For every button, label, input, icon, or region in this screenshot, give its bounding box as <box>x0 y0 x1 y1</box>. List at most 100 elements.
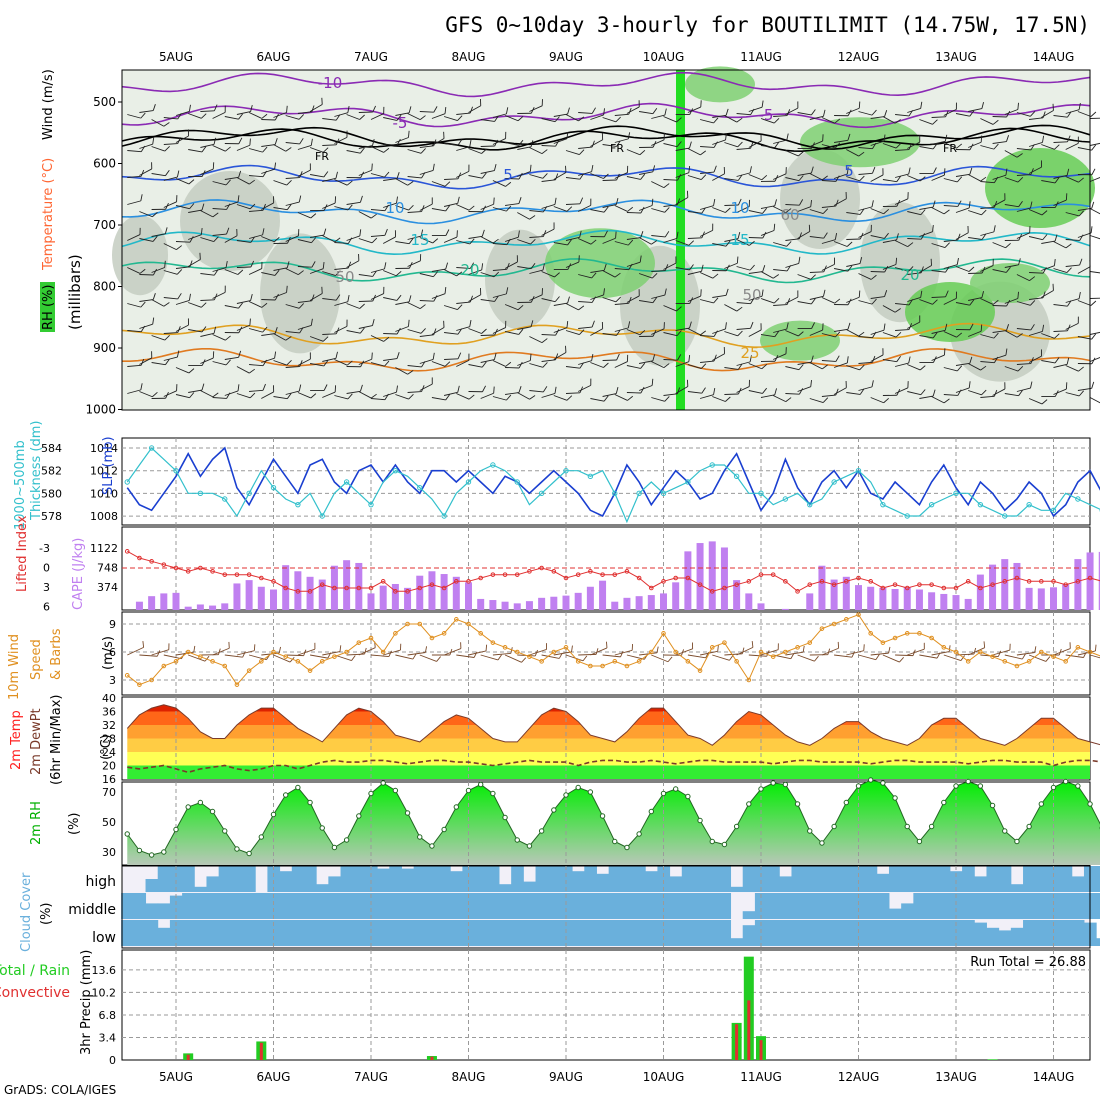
wind-barb-flag <box>201 203 205 211</box>
wind-barb-shaft <box>249 364 264 367</box>
wind-barb-flag <box>969 356 973 364</box>
wind10-speed-point <box>807 640 813 645</box>
wind-barb <box>395 178 414 186</box>
wind-barb-shaft <box>1089 397 1100 405</box>
lifted-index-tick-label: 0 <box>43 562 50 575</box>
wind-barb-shaft <box>773 115 788 117</box>
wind-barb-shaft <box>322 357 337 362</box>
wind-barb-shaft <box>614 361 628 368</box>
wind-barb-flag <box>677 354 682 361</box>
wind-barb-flag <box>188 179 195 185</box>
wind-barb-flag <box>980 176 987 182</box>
cloud-cell <box>230 893 244 919</box>
cloud-cell <box>937 920 951 946</box>
wind-barb-shaft <box>175 394 190 399</box>
wind-barb-flag <box>591 353 594 361</box>
wind-barb-shaft <box>310 174 324 178</box>
cloud-cell <box>230 920 244 946</box>
wind-barb-shaft <box>955 113 970 117</box>
wind-barb-shaft <box>943 394 958 396</box>
wind-barb-flag <box>396 196 398 204</box>
wind-barb-shaft <box>407 235 422 240</box>
wind-barb-shaft <box>785 262 799 268</box>
wind-barb <box>602 386 619 397</box>
cloud-cell <box>657 893 671 919</box>
wind-barb-flag <box>468 164 470 172</box>
wind-barb-flag <box>967 225 969 233</box>
wind-barb-shaft <box>736 113 751 116</box>
wind-barb-shaft <box>151 362 166 366</box>
wind-barb <box>248 228 265 239</box>
wind-barb-shaft <box>699 272 714 279</box>
lifted-index-point <box>990 582 995 587</box>
wind-barb-shaft <box>224 356 239 360</box>
lifted-index-tick-label: -3 <box>39 542 50 555</box>
wind-barb <box>200 210 219 218</box>
wind-barb-shaft <box>236 324 251 331</box>
wind-barb <box>492 287 509 298</box>
wind-barb-flag <box>750 141 754 149</box>
cloud-cell <box>852 893 866 919</box>
wind-barb-shaft <box>748 210 763 214</box>
wind-barb-shaft <box>273 207 288 211</box>
wind-barb-flag <box>299 360 303 367</box>
wind-barb-flag <box>652 354 656 361</box>
cape-bar <box>452 576 460 610</box>
wind-barb-shaft <box>261 272 276 276</box>
cloud-cell <box>535 920 549 946</box>
wind10-barb-flag <box>997 650 1002 657</box>
wind-barb <box>480 163 497 174</box>
wind-barb-flag <box>554 386 557 394</box>
cape-tick-label: 1122 <box>90 542 118 555</box>
wind-barb-flag <box>725 264 730 271</box>
cloud-cell <box>828 866 841 892</box>
wind10-barb <box>224 651 246 658</box>
wind-barb-flag <box>700 330 707 336</box>
contour-label: 10 <box>385 199 404 217</box>
wind-barb-shaft <box>894 198 909 205</box>
wind-barb-flag <box>1090 226 1093 234</box>
wind-barb-flag <box>457 352 462 359</box>
wind-barb-flag <box>932 200 936 208</box>
wind-barb <box>127 267 146 274</box>
upper-tick-label: 900 <box>93 341 116 355</box>
wind-barb <box>687 328 707 336</box>
wind-barb <box>1004 389 1023 397</box>
thickness-point <box>904 513 910 519</box>
wind-barb-shaft <box>517 239 531 245</box>
wind-barb <box>614 239 634 246</box>
cloud-cell <box>608 893 622 919</box>
wind-barb-shaft <box>955 173 970 177</box>
wind-barb <box>1053 241 1072 249</box>
wind-barb-flag <box>858 331 865 337</box>
isotherm-contour <box>122 347 1091 372</box>
cloud-cell <box>620 920 634 946</box>
wind-barb <box>895 143 913 151</box>
rh2m-point <box>880 780 886 786</box>
wind-barb <box>480 115 499 122</box>
wind-barb <box>724 330 743 337</box>
wind-barb-shaft <box>626 295 640 303</box>
wind-barb-shaft <box>1041 290 1054 298</box>
wind-barb-shaft <box>285 115 300 120</box>
cloud-cell <box>206 920 220 946</box>
wind-barb-shaft <box>175 324 189 332</box>
wind-barb-shaft <box>785 393 800 395</box>
wind-barb-flag <box>163 302 170 307</box>
wind-barb <box>273 285 288 298</box>
wind-barb-flag <box>883 208 890 215</box>
wind-barb-shaft <box>626 261 641 267</box>
cloud-cell <box>572 920 585 946</box>
wind-barb-shaft <box>565 303 579 311</box>
wind-barb <box>248 326 268 333</box>
wind-barb <box>687 363 707 370</box>
cloud-cell <box>559 866 573 892</box>
rh2m-point <box>721 841 728 848</box>
wind-barb-shaft <box>699 229 713 237</box>
wind-barb-flag <box>213 236 219 242</box>
wind10-barb <box>322 645 342 656</box>
wind-barb-flag <box>638 100 640 107</box>
wind-barb-flag <box>530 239 536 245</box>
wind-barb-flag <box>627 132 631 139</box>
wind-barb-flag <box>407 370 414 375</box>
